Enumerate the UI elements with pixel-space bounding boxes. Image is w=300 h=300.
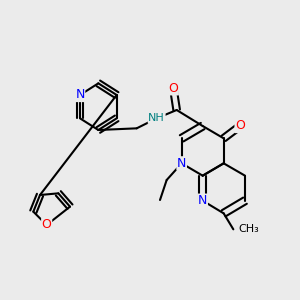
Text: N: N	[198, 194, 207, 207]
Text: O: O	[42, 218, 52, 232]
Text: O: O	[235, 119, 245, 133]
Text: N: N	[177, 157, 186, 170]
Text: NH: NH	[148, 113, 165, 123]
Text: N: N	[75, 88, 85, 101]
Text: CH₃: CH₃	[239, 224, 260, 234]
Text: O: O	[168, 82, 178, 95]
